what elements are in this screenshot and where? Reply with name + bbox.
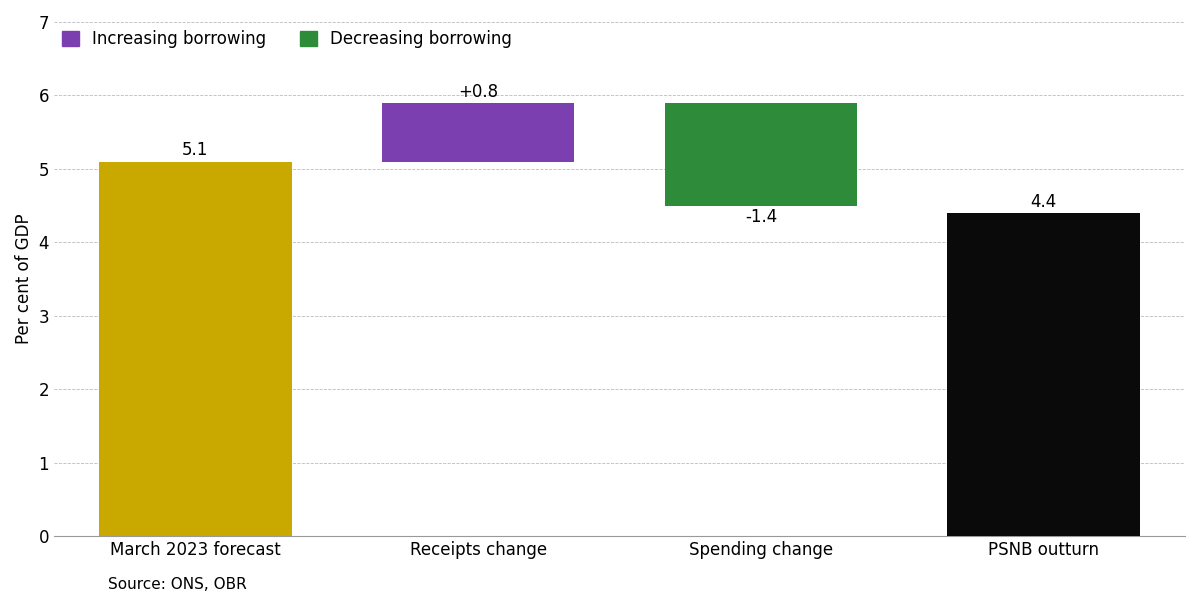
Bar — [382, 103, 575, 161]
Bar — [665, 103, 857, 206]
Text: 4.4: 4.4 — [1031, 193, 1057, 210]
Legend: Increasing borrowing, Decreasing borrowing: Increasing borrowing, Decreasing borrowi… — [62, 30, 511, 48]
Text: 5.1: 5.1 — [182, 141, 209, 160]
Text: Source: ONS, OBR: Source: ONS, OBR — [108, 577, 247, 592]
Text: -1.4: -1.4 — [745, 208, 778, 226]
Bar — [100, 161, 292, 536]
Y-axis label: Per cent of GDP: Per cent of GDP — [14, 214, 34, 344]
Text: +0.8: +0.8 — [458, 83, 498, 100]
Bar — [948, 213, 1140, 536]
